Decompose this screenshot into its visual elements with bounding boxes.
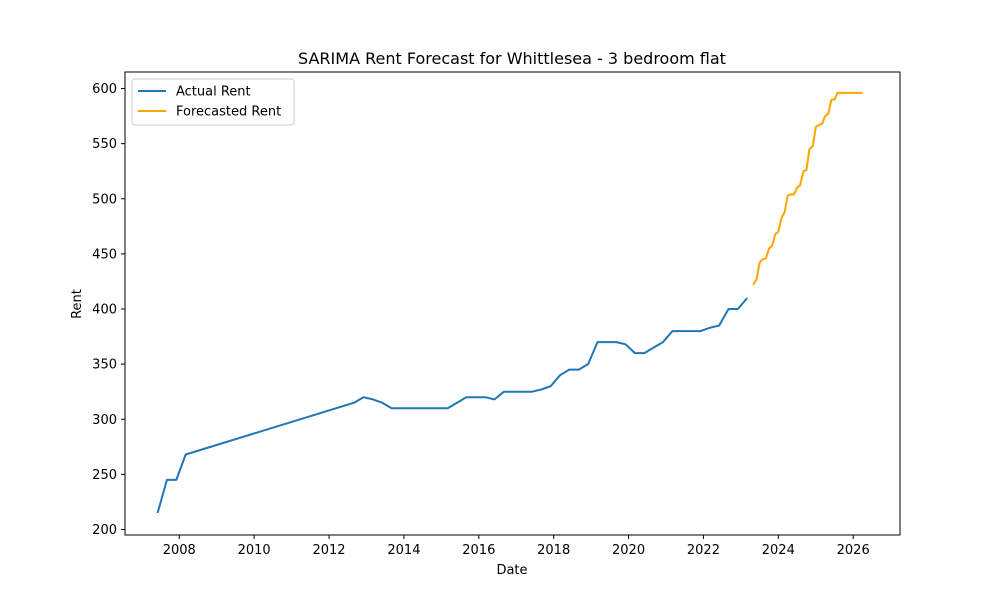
y-tick-label: 300: [92, 413, 117, 428]
legend: Actual Rent Forecasted Rent: [131, 78, 295, 126]
x-tick-label: 2026: [837, 543, 870, 558]
x-tick-label: 2014: [387, 543, 420, 558]
x-tick-label: 2016: [462, 543, 495, 558]
y-tick-label: 450: [92, 247, 117, 262]
y-tick-label: 500: [92, 192, 117, 207]
y-tick-label: 600: [92, 82, 117, 97]
legend-label: Forecasted Rent: [176, 105, 281, 120]
legend-label: Actual Rent: [176, 85, 251, 100]
x-tick-label: 2018: [537, 543, 570, 558]
x-axis: 2008 2010 2012 2014 2016 2018 2020 2022 2024 2026: [163, 535, 870, 558]
legend-box: [131, 78, 295, 126]
x-tick-label: 2012: [312, 543, 345, 558]
x-tick-label: 2020: [612, 543, 645, 558]
y-tick-label: 250: [92, 468, 117, 483]
y-axis-title: Rent: [70, 289, 85, 319]
plot-frame: [124, 71, 901, 536]
y-tick-label: 400: [92, 303, 117, 318]
plot-area: [124, 71, 901, 536]
y-tick-label: 200: [92, 523, 117, 538]
y-tick-label: 350: [92, 358, 117, 373]
y-axis: 200 250 300 350 400 450 500 550 600: [92, 82, 125, 538]
x-tick-label: 2024: [762, 543, 795, 558]
series-line-2: [752, 91, 863, 286]
x-tick-label: 2022: [687, 543, 720, 558]
x-tick-label: 2010: [238, 543, 271, 558]
chart-title: SARIMA Rent Forecast for Whittlesea - 3 …: [298, 49, 726, 68]
x-tick-label: 2008: [163, 543, 196, 558]
x-axis-title: Date: [496, 563, 527, 578]
y-tick-label: 550: [92, 137, 117, 152]
series-line-1: [156, 297, 748, 514]
